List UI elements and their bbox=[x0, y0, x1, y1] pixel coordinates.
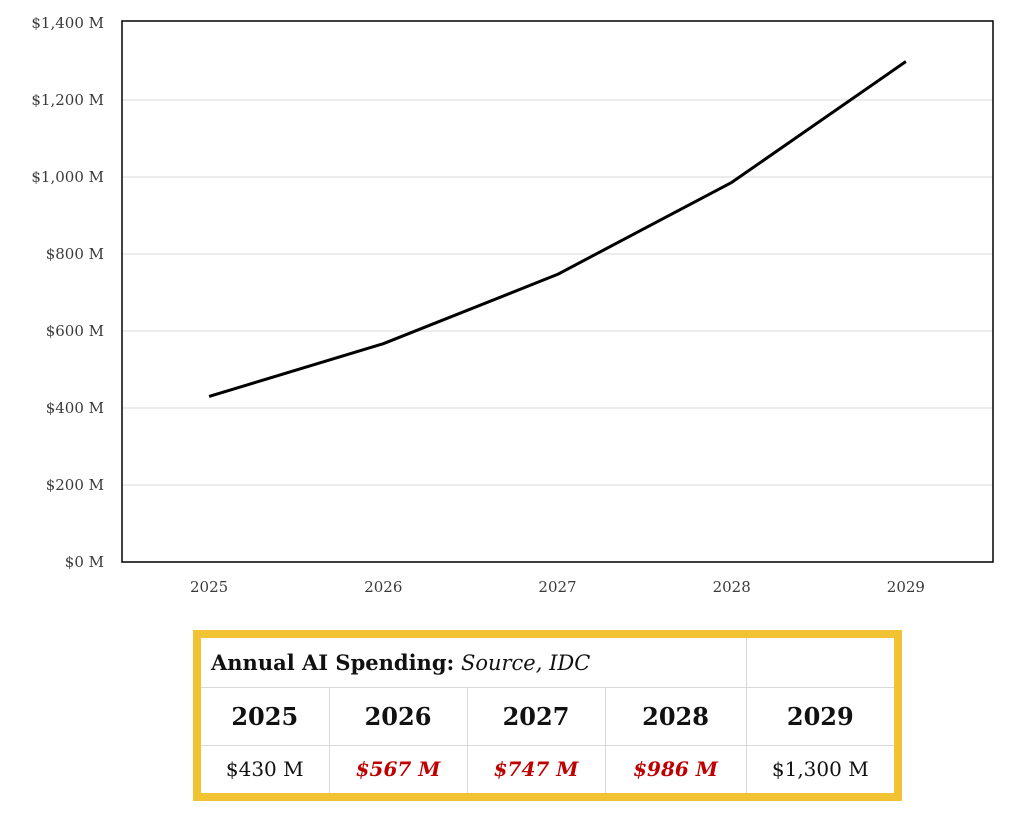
plot-area-border bbox=[121, 20, 994, 563]
table-title-text: Annual AI Spending: bbox=[211, 650, 455, 676]
x-tick-label: 2029 bbox=[887, 578, 925, 596]
table-title-row: Annual AI Spending: Source, IDC bbox=[201, 638, 895, 689]
data-series bbox=[208, 60, 907, 398]
series-line bbox=[208, 60, 907, 398]
y-tick-label: $1,200 M bbox=[31, 91, 104, 109]
table-title: Annual AI Spending: Source, IDC bbox=[201, 638, 747, 689]
table-year-row: 2025 2026 2027 2028 2029 bbox=[201, 687, 895, 746]
year-header: 2027 bbox=[466, 687, 606, 746]
spending-value-highlighted: $747 M bbox=[466, 744, 606, 793]
table-empty-cell bbox=[745, 638, 895, 689]
spending-value-highlighted: $986 M bbox=[604, 744, 747, 793]
spending-table-frame: Annual AI Spending: Source, IDC 2025 202… bbox=[193, 630, 902, 801]
y-axis-tick-labels: $0 M $200 M $400 M $600 M $800 M $1,000 M $1,2… bbox=[31, 14, 104, 571]
x-axis-tick-labels: 2025 2026 2027 2028 2029 bbox=[190, 578, 925, 596]
table-source: Source, IDC bbox=[460, 651, 591, 676]
y-tick-label: $400 M bbox=[46, 399, 104, 417]
year-header: 2025 bbox=[201, 687, 330, 746]
y-tick-label: $600 M bbox=[46, 322, 104, 340]
x-tick-label: 2028 bbox=[713, 578, 751, 596]
x-tick-label: 2027 bbox=[538, 578, 576, 596]
y-tick-label: $1,000 M bbox=[31, 168, 104, 186]
year-header: 2026 bbox=[328, 687, 468, 746]
table-value-row: $430 M $567 M $747 M $986 M $1,300 M bbox=[201, 744, 895, 793]
y-tick-label: $800 M bbox=[46, 245, 104, 263]
x-tick-label: 2026 bbox=[364, 578, 402, 596]
year-header: 2029 bbox=[745, 687, 895, 746]
spending-value-highlighted: $567 M bbox=[328, 744, 468, 793]
x-tick-label: 2025 bbox=[190, 578, 228, 596]
y-tick-label: $0 M bbox=[65, 553, 104, 571]
line-chart: $0 M $200 M $400 M $600 M $800 M $1,000 M $1,2… bbox=[31, 14, 994, 596]
spending-table: Annual AI Spending: Source, IDC 2025 202… bbox=[201, 638, 895, 793]
spending-value: $1,300 M bbox=[745, 744, 895, 793]
spending-value: $430 M bbox=[201, 744, 330, 793]
y-tick-label: $200 M bbox=[46, 476, 104, 494]
chart-gridlines bbox=[122, 99, 993, 486]
year-header: 2028 bbox=[604, 687, 747, 746]
y-tick-label: $1,400 M bbox=[31, 14, 104, 32]
